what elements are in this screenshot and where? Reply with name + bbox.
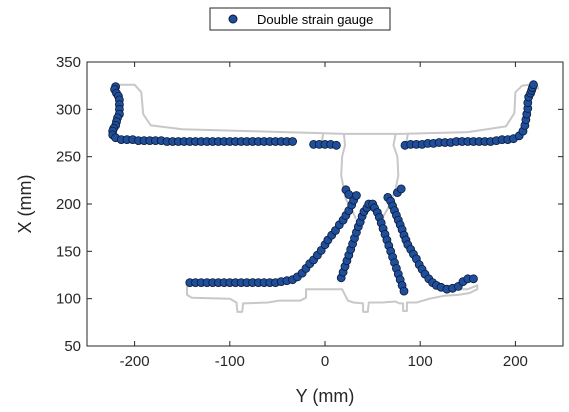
data-point — [351, 191, 361, 200]
x-tick-label: 0 — [321, 353, 329, 370]
x-tick-label: 100 — [408, 353, 433, 370]
legend-box — [209, 7, 391, 31]
x-tick-label: -100 — [215, 353, 245, 370]
y-tick-label: 250 — [56, 149, 81, 166]
x-tick-label: -200 — [120, 353, 150, 370]
data-point — [288, 137, 298, 146]
legend-marker — [228, 14, 238, 24]
data-point — [396, 184, 406, 194]
outline-rail-bottom — [186, 284, 479, 313]
data-point — [469, 274, 478, 284]
x-axis-ticks: -200 -100 0 100 200 — [120, 62, 528, 370]
y-tick-label: 350 — [56, 54, 81, 71]
y-tick-label: 150 — [56, 243, 81, 260]
outline-rail-top — [119, 82, 540, 135]
data-points — [108, 80, 538, 296]
x-tick-label: 200 — [503, 353, 528, 370]
legend-label: Double strain gauge — [257, 12, 373, 27]
y-tick-label: 200 — [56, 196, 81, 213]
y-axis-ticks: 50 100 150 200 250 300 350 — [56, 54, 563, 355]
data-point — [331, 140, 341, 150]
data-point — [344, 190, 354, 199]
data-point — [399, 286, 409, 296]
x-axis-label: Y (mm) — [296, 386, 355, 406]
y-tick-label: 50 — [64, 338, 81, 355]
y-tick-label: 100 — [56, 291, 81, 308]
y-tick-label: 300 — [56, 101, 81, 118]
section-outline — [119, 82, 540, 313]
legend: Double strain gauge — [209, 7, 391, 31]
y-axis-label: X (mm) — [15, 175, 35, 234]
data-point — [529, 80, 538, 90]
